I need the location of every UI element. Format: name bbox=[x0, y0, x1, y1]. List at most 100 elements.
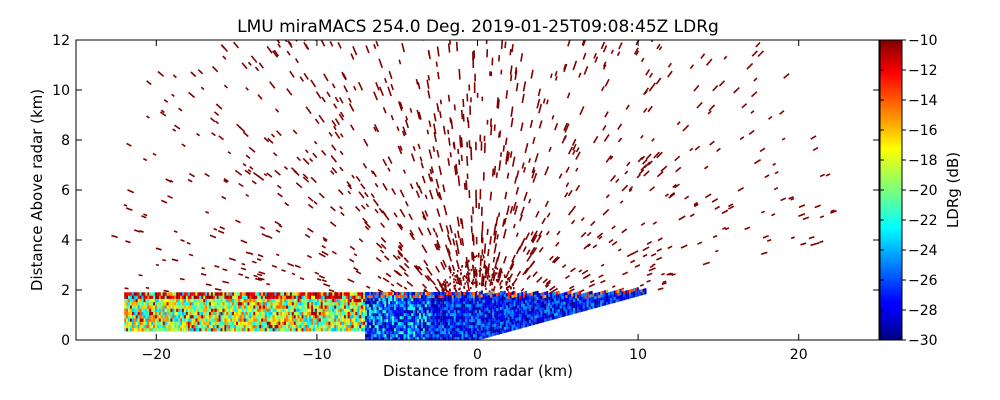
boundary-layer-echo bbox=[307, 328, 310, 332]
near-radar-echo bbox=[453, 307, 456, 311]
boundary-layer-echo bbox=[363, 321, 366, 325]
noise-echo bbox=[372, 170, 377, 178]
boundary-layer-echo bbox=[220, 298, 223, 303]
noise-echo bbox=[509, 65, 513, 76]
near-radar-echo bbox=[488, 301, 491, 305]
noise-echo bbox=[733, 87, 740, 94]
noise-echo bbox=[329, 170, 335, 175]
boundary-layer-echo bbox=[280, 324, 283, 329]
boundary-layer-echo bbox=[168, 308, 171, 312]
near-radar-echo bbox=[579, 297, 581, 301]
noise-echo bbox=[396, 282, 403, 288]
near-radar-echo bbox=[415, 313, 418, 317]
boundary-layer-echo bbox=[222, 292, 225, 296]
noise-echo bbox=[286, 50, 291, 56]
near-radar-echo bbox=[563, 301, 566, 305]
boundary-layer-echo bbox=[272, 298, 275, 303]
near-radar-echo bbox=[484, 317, 487, 321]
noise-echo bbox=[470, 287, 472, 290]
boundary-layer-echo bbox=[237, 292, 241, 296]
noise-echo bbox=[409, 183, 414, 190]
boundary-layer-echo bbox=[315, 311, 318, 316]
noise-echo bbox=[306, 254, 312, 259]
boundary-layer-echo bbox=[153, 318, 156, 322]
noise-echo bbox=[398, 59, 402, 65]
near-radar-echo bbox=[453, 322, 456, 326]
boundary-layer-echo bbox=[174, 308, 177, 312]
noise-echo bbox=[570, 219, 576, 225]
boundary-layer-echo bbox=[276, 328, 279, 332]
near-radar-echo bbox=[465, 304, 468, 308]
boundary-layer-echo bbox=[155, 295, 158, 299]
boundary-layer-echo bbox=[178, 295, 181, 299]
noise-echo bbox=[497, 274, 502, 283]
boundary-layer-echo bbox=[239, 311, 242, 316]
near-radar-echo bbox=[370, 316, 373, 320]
noise-echo bbox=[303, 41, 309, 50]
noise-echo bbox=[493, 243, 498, 254]
boundary-layer-echo bbox=[316, 298, 320, 303]
boundary-layer-echo bbox=[176, 305, 179, 309]
boundary-layer-echo bbox=[305, 315, 308, 319]
near-radar-echo bbox=[471, 325, 474, 329]
boundary-layer-echo bbox=[247, 328, 250, 332]
boundary-layer-echo bbox=[351, 305, 354, 309]
boundary-layer-echo bbox=[149, 321, 152, 325]
noise-echo bbox=[542, 98, 546, 104]
near-radar-echo bbox=[392, 316, 395, 320]
near-radar-echo bbox=[407, 310, 410, 314]
near-radar-echo bbox=[590, 294, 593, 298]
boundary-layer-echo bbox=[301, 324, 304, 329]
near-radar-echo bbox=[513, 309, 516, 313]
near-radar-echo bbox=[451, 334, 454, 338]
boundary-layer-echo bbox=[307, 298, 310, 303]
boundary-layer-echo bbox=[124, 298, 127, 303]
boundary-layer-echo bbox=[251, 321, 254, 325]
near-radar-echo bbox=[498, 295, 501, 299]
boundary-layer-echo bbox=[318, 328, 321, 332]
boundary-layer-echo bbox=[245, 315, 248, 319]
boundary-layer-echo bbox=[343, 315, 347, 319]
noise-echo bbox=[509, 49, 512, 56]
near-radar-echo bbox=[390, 301, 393, 305]
boundary-layer-echo bbox=[315, 328, 318, 332]
boundary-layer-echo bbox=[299, 305, 302, 309]
near-radar-echo bbox=[471, 319, 474, 323]
near-radar-echo bbox=[392, 322, 395, 326]
noise-echo bbox=[331, 167, 338, 174]
boundary-layer-echo bbox=[301, 311, 304, 316]
near-radar-echo bbox=[488, 310, 491, 314]
near-radar-echo bbox=[536, 311, 539, 315]
boundary-layer-echo bbox=[268, 328, 271, 332]
boundary-layer-echo bbox=[261, 298, 264, 303]
near-radar-echo bbox=[555, 315, 558, 319]
near-radar-echo bbox=[474, 319, 477, 323]
boundary-layer-echo bbox=[139, 308, 142, 312]
boundary-layer-echo bbox=[212, 321, 215, 325]
boundary-layer-echo bbox=[143, 321, 146, 325]
near-radar-echo bbox=[386, 304, 389, 308]
boundary-layer-echo bbox=[155, 308, 158, 312]
boundary-layer-echo bbox=[345, 321, 348, 325]
noise-echo bbox=[565, 166, 570, 173]
near-radar-echo bbox=[386, 337, 389, 340]
near-radar-echo bbox=[503, 308, 506, 312]
noise-echo bbox=[589, 279, 595, 284]
boundary-layer-echo bbox=[326, 305, 329, 309]
noise-echo bbox=[357, 81, 364, 91]
boundary-layer-echo bbox=[180, 315, 183, 319]
noise-echo bbox=[508, 277, 510, 280]
near-radar-echo bbox=[380, 307, 383, 311]
near-radar-echo bbox=[428, 292, 431, 296]
boundary-layer-echo bbox=[307, 308, 310, 312]
noise-echo bbox=[674, 155, 681, 162]
noise-echo bbox=[640, 155, 646, 161]
noise-echo bbox=[453, 104, 456, 111]
near-radar-echo bbox=[565, 303, 568, 307]
colorbar-tick-label: −28 bbox=[908, 303, 938, 319]
noise-echo bbox=[157, 70, 165, 77]
boundary-layer-echo bbox=[303, 321, 306, 325]
near-radar-echo bbox=[421, 316, 423, 320]
boundary-layer-echo bbox=[342, 315, 345, 319]
noise-echo bbox=[460, 273, 462, 276]
